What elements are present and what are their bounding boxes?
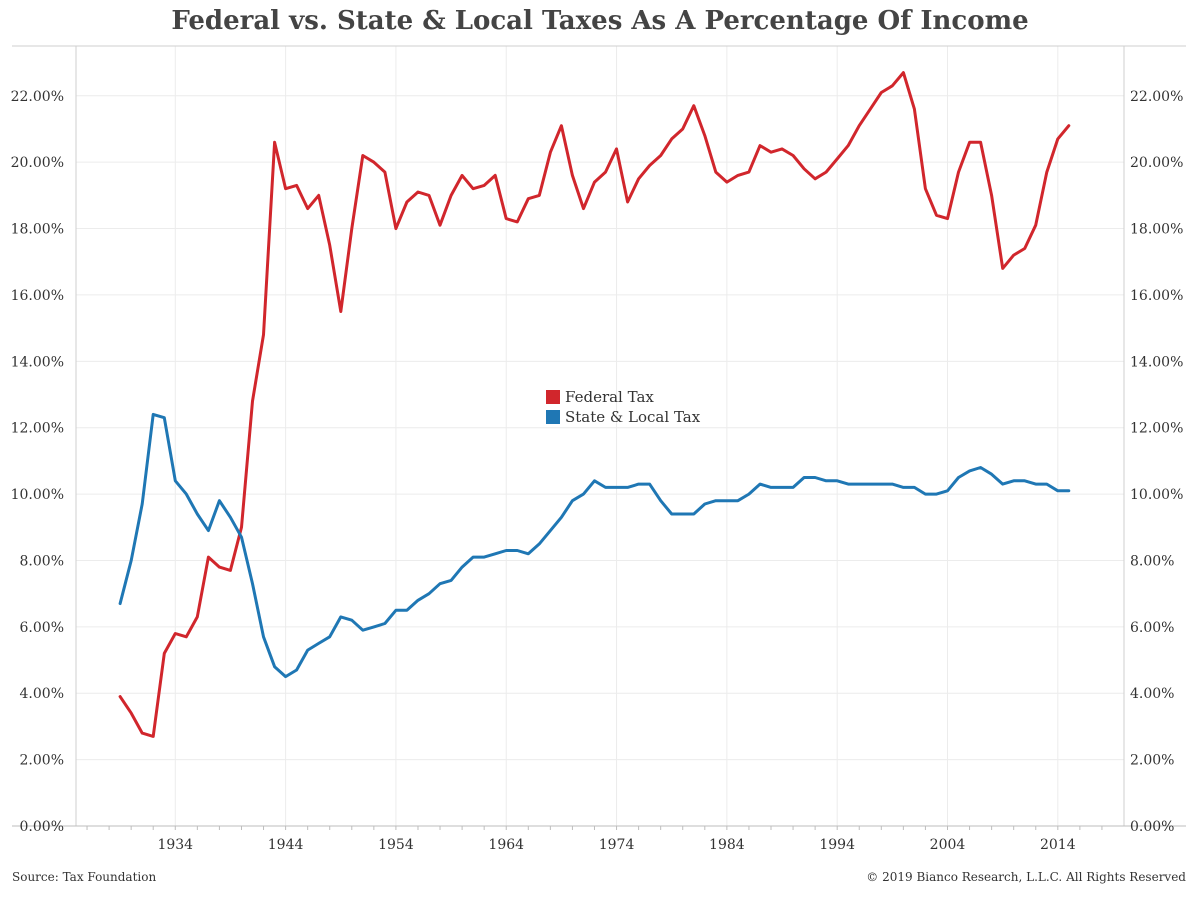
x-tick-label: 1944 — [268, 837, 304, 853]
chart-title: Federal vs. State & Local Taxes As A Per… — [171, 6, 1029, 36]
legend-swatch — [546, 410, 560, 424]
legend: Federal Tax State & Local Tax — [546, 388, 701, 426]
y-tick-label-left: 8.00% — [20, 553, 64, 569]
state-local-tax-line — [118, 412, 1071, 679]
x-tick-label: 1984 — [709, 837, 745, 853]
y-tick-label-right: 22.00% — [1130, 89, 1183, 105]
x-tick-label: 2004 — [930, 837, 966, 853]
y-tick-label-left: 22.00% — [11, 89, 64, 105]
series-lines — [118, 71, 1071, 738]
y-tick-label-right: 18.00% — [1130, 222, 1183, 238]
y-tick-label-right: 2.00% — [1130, 753, 1174, 769]
y-tick-label-left: 0.00% — [20, 819, 64, 835]
y-tick-label-right: 14.00% — [1130, 354, 1183, 370]
y-tick-label-right: 4.00% — [1130, 686, 1174, 702]
y-axis-right: 0.00% 2.00% 4.00% 6.00% 8.00% 10.00% 12.00% 14.… — [1130, 89, 1183, 835]
y-tick-label-left: 18.00% — [11, 222, 64, 238]
y-tick-label-left: 4.00% — [20, 686, 64, 702]
copyright-note: © 2019 Bianco Research, L.L.C. All Right… — [866, 870, 1186, 884]
y-tick-label-right: 8.00% — [1130, 553, 1174, 569]
federal-tax-line — [118, 71, 1071, 738]
x-tick-label: 1994 — [819, 837, 855, 853]
plot-frame — [12, 45, 1186, 830]
y-tick-label-right: 12.00% — [1130, 421, 1183, 437]
x-tick-label: 1964 — [488, 837, 524, 853]
x-tick-label: 2014 — [1040, 837, 1076, 853]
y-tick-label-left: 2.00% — [20, 753, 64, 769]
y-tick-label-left: 14.00% — [11, 354, 64, 370]
y-tick-label-right: 6.00% — [1130, 620, 1174, 636]
legend-label: Federal Tax — [565, 388, 654, 406]
source-note: Source: Tax Foundation — [12, 870, 157, 884]
y-tick-label-left: 16.00% — [11, 288, 64, 304]
y-tick-label-left: 20.00% — [11, 155, 64, 171]
legend-label: State & Local Tax — [565, 408, 701, 426]
y-axis-left: 0.00% 2.00% 4.00% 6.00% 8.00% 10.00% 12.00% 14.… — [11, 89, 64, 835]
gridlines — [76, 46, 1124, 827]
y-tick-label-left: 6.00% — [20, 620, 64, 636]
y-tick-label-left: 10.00% — [11, 487, 64, 503]
x-tick-label: 1954 — [378, 837, 414, 853]
y-tick-label-right: 0.00% — [1130, 819, 1174, 835]
x-tick-label: 1934 — [157, 837, 193, 853]
x-axis: 1934 1944 1954 1964 1974 1984 1994 2004 2014 — [157, 837, 1075, 853]
x-tick-label: 1974 — [599, 837, 635, 853]
y-tick-label-left: 12.00% — [11, 421, 64, 437]
y-tick-label-right: 20.00% — [1130, 155, 1183, 171]
legend-swatch — [546, 390, 560, 404]
y-tick-label-right: 16.00% — [1130, 288, 1183, 304]
y-tick-label-right: 10.00% — [1130, 487, 1183, 503]
